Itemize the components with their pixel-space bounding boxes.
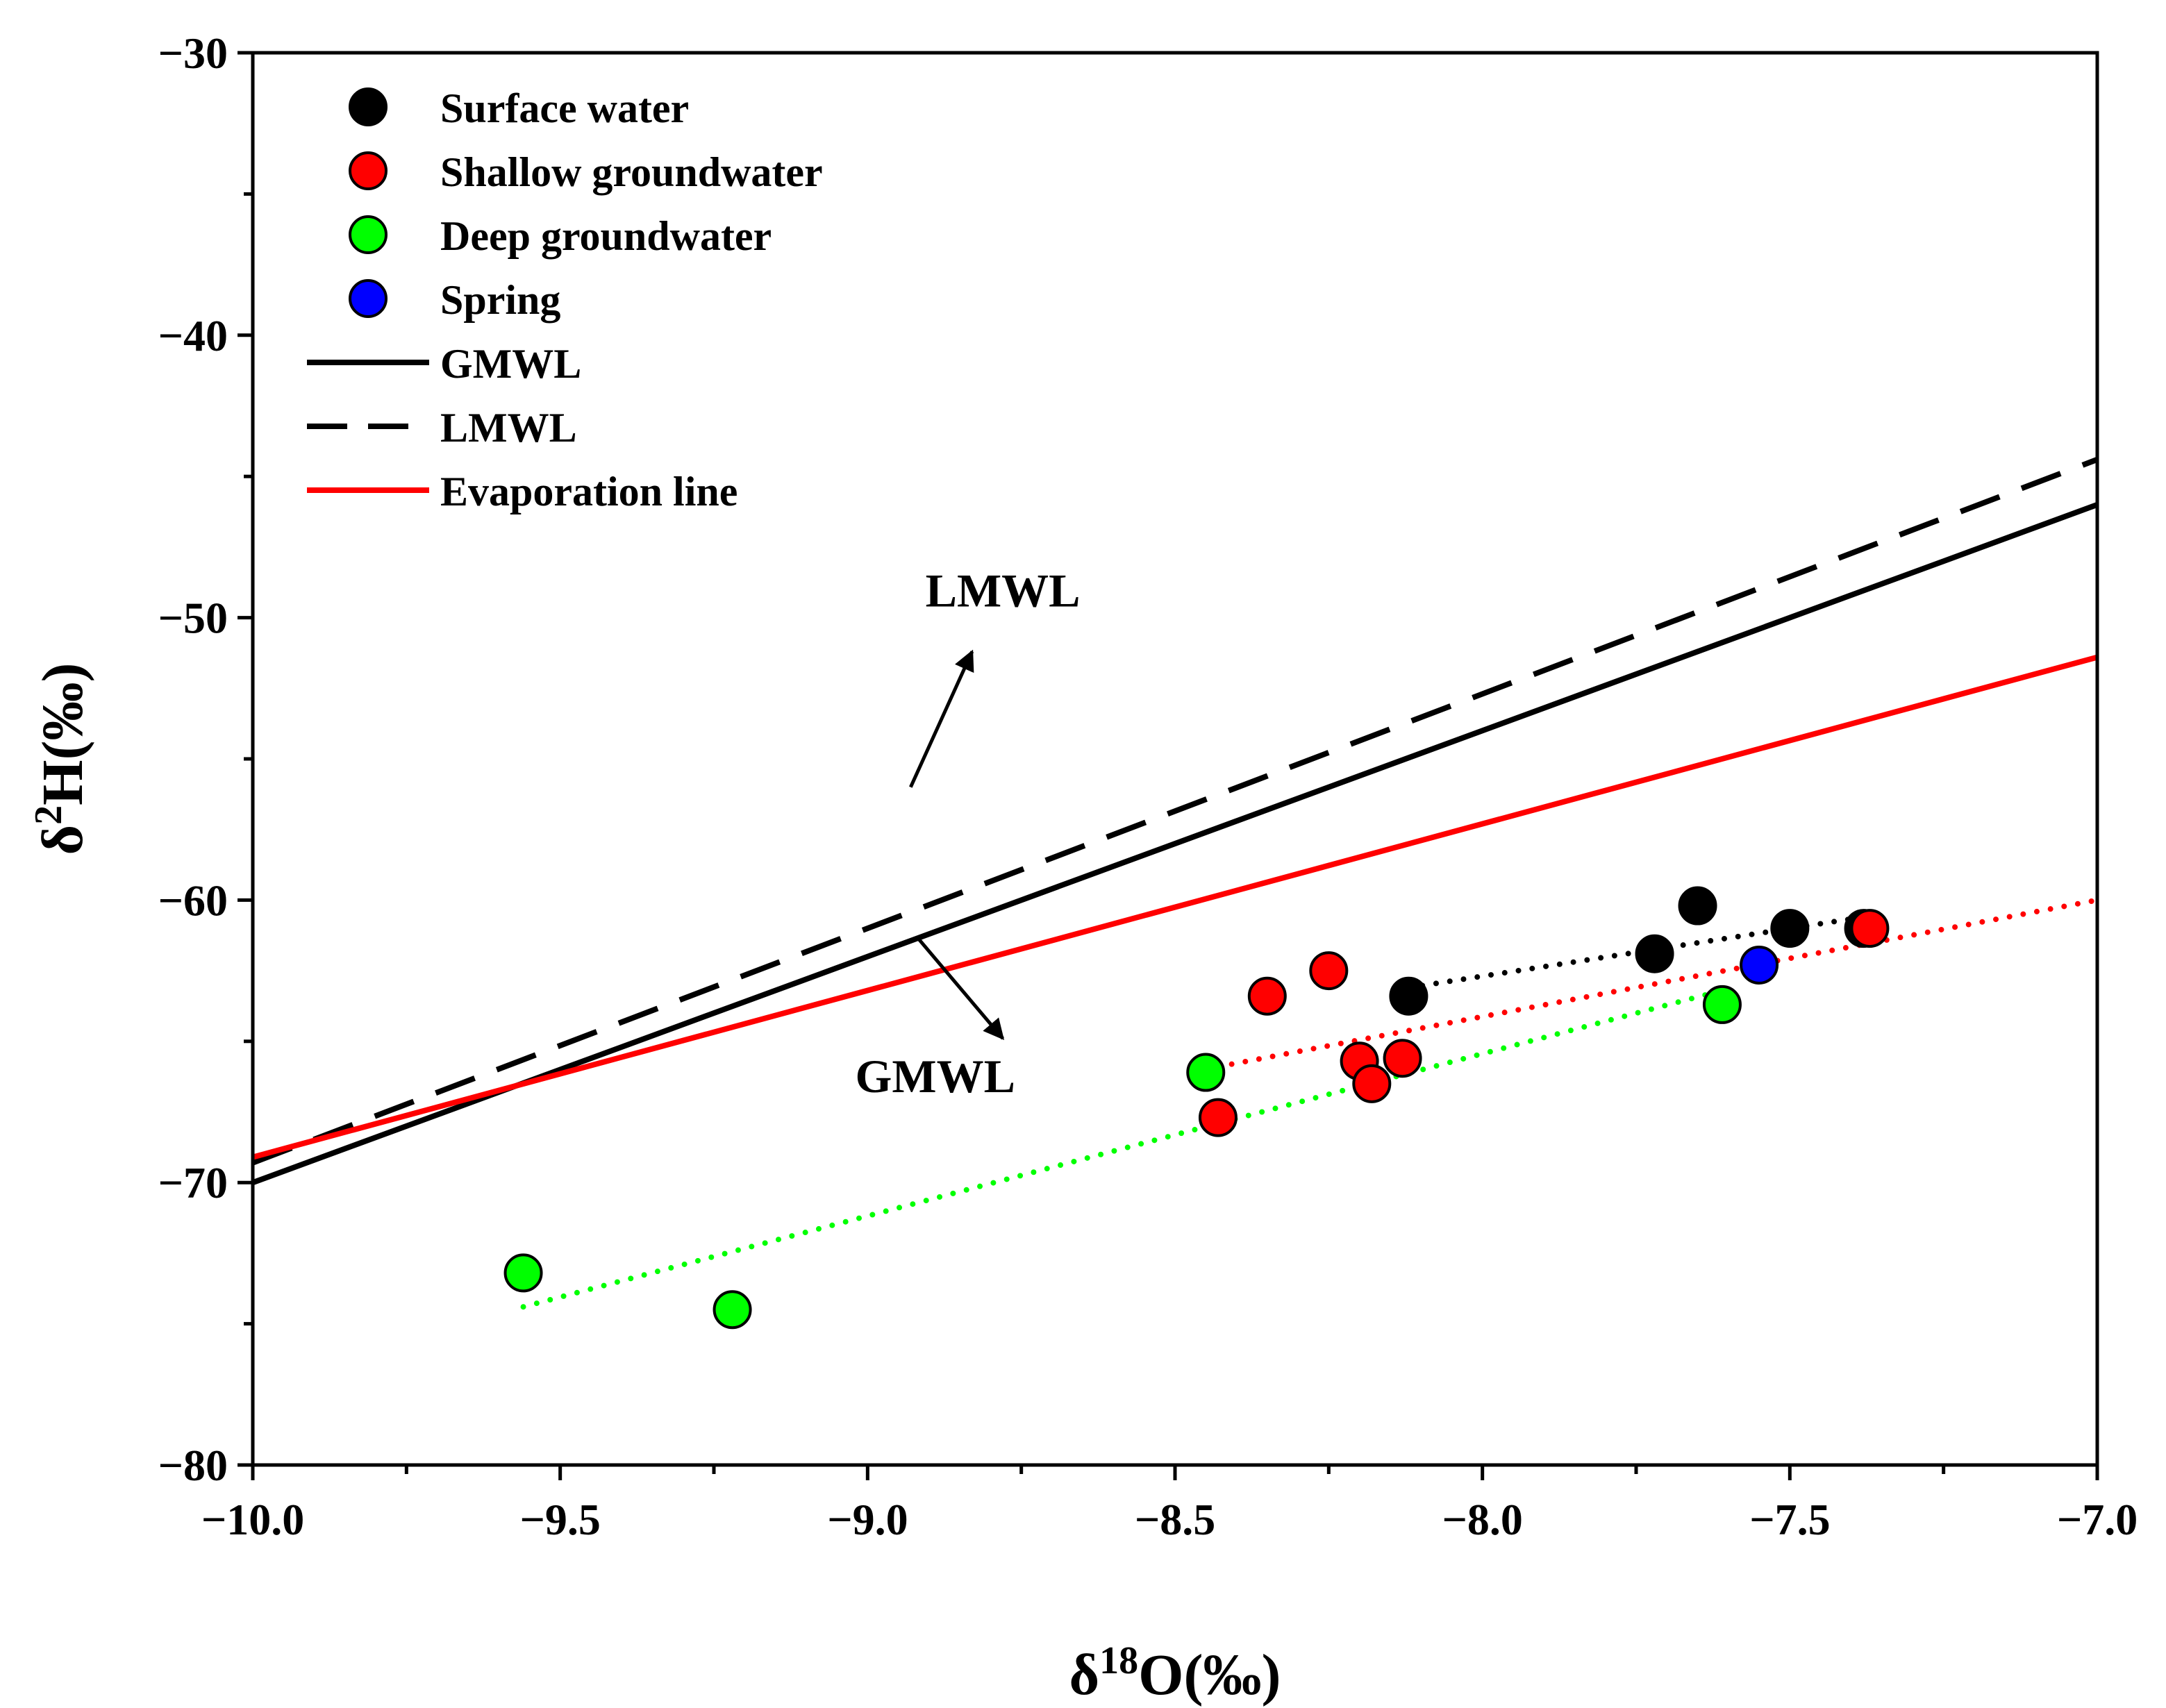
annotations: LMWL GMWL (856, 564, 1081, 1103)
legend-marker-shallow-groundwater (349, 151, 388, 190)
gmwl-annotation-label: GMWL (856, 1050, 1015, 1103)
x-tick-label: −9.5 (519, 1495, 600, 1544)
legend-label-evaporation-line: Evaporation line (440, 469, 738, 514)
x-tick-label: −7.0 (2057, 1495, 2138, 1544)
y-axis-label-rest: H(‰) (31, 663, 95, 805)
shallow-groundwater-point-4 (1383, 1039, 1422, 1078)
x-axis-label-rest: O(‰) (1138, 1643, 1281, 1707)
x-tick-label: −7.5 (1749, 1495, 1830, 1544)
x-axis-label: δ18O(‰) (1069, 1639, 1281, 1707)
trend-lines (520, 897, 2097, 1310)
reference-lines (253, 457, 2097, 1185)
legend-label-shallow-groundwater: Shallow groundwater (440, 149, 823, 195)
deep-groundwater-point-3 (1186, 1053, 1226, 1092)
y-tick-label: −80 (158, 1441, 228, 1490)
legend-label-surface-water: Surface water (440, 85, 689, 131)
lmwl-line (253, 457, 2097, 1166)
surface-water-point-1 (1389, 976, 1428, 1016)
spring-point-1 (1740, 945, 1779, 985)
legend-label-gmwl: GMWL (440, 341, 581, 387)
y-axis-label: δ2H(‰) (27, 663, 95, 855)
shallow-groundwater-point-1 (1247, 976, 1287, 1016)
x-tick-label: −8.5 (1135, 1495, 1215, 1544)
legend-marker-surface-water (349, 87, 388, 126)
y-tick-label: −30 (158, 28, 228, 78)
trend-line-3 (520, 987, 1725, 1310)
deep-groundwater-point-2 (713, 1290, 752, 1330)
deep-groundwater-point-4 (1702, 985, 1742, 1024)
y-tick-label: −40 (158, 311, 228, 360)
shallow-groundwater-point-2 (1309, 951, 1349, 991)
legend-label-spring: Spring (440, 277, 560, 323)
deep-groundwater-point-1 (503, 1253, 543, 1293)
surface-water-point-2 (1635, 934, 1674, 973)
y-tick-label: −70 (158, 1158, 228, 1207)
legend-marker-deep-groundwater (349, 215, 388, 254)
shallow-groundwater-point-5 (1352, 1064, 1392, 1103)
gmwl-line (253, 502, 2097, 1185)
surface-water-point-4 (1770, 909, 1810, 948)
shallow-groundwater-point-6 (1198, 1098, 1238, 1137)
data-points (503, 886, 1890, 1330)
x-tick-label: −8.0 (1442, 1495, 1522, 1544)
y-axis-label-base: δ (31, 825, 95, 855)
evaporation-line-line (253, 654, 2097, 1160)
gmwl-annotation-arrow (915, 935, 1005, 1041)
lmwl-annotation-arrow (909, 649, 974, 788)
x-axis-label-sup: 18 (1099, 1639, 1138, 1682)
y-tick-label: −60 (158, 876, 228, 925)
legend-marker-spring (349, 279, 388, 318)
legend-label-lmwl: LMWL (440, 405, 577, 451)
legend-label-deep-groundwater: Deep groundwater (440, 213, 772, 259)
surface-water-point-3 (1678, 886, 1717, 926)
y-axis-label-sup: 2 (27, 805, 70, 825)
y-tick-label: −50 (158, 594, 228, 643)
lmwl-annotation-label: LMWL (926, 564, 1081, 617)
legend: Surface water Shallow groundwater Deep gro… (307, 85, 823, 514)
x-tick-label: −10.0 (201, 1495, 304, 1544)
axes: −10.0 −9.5 −9.0 −8.5 −8.0 −7.5 −7.0 −80 −70 −60 −5… (158, 28, 2138, 1544)
x-axis-label-base: δ (1069, 1643, 1100, 1707)
x-tick-label: −9.0 (827, 1495, 908, 1544)
shallow-groundwater-point-7 (1850, 909, 1890, 948)
